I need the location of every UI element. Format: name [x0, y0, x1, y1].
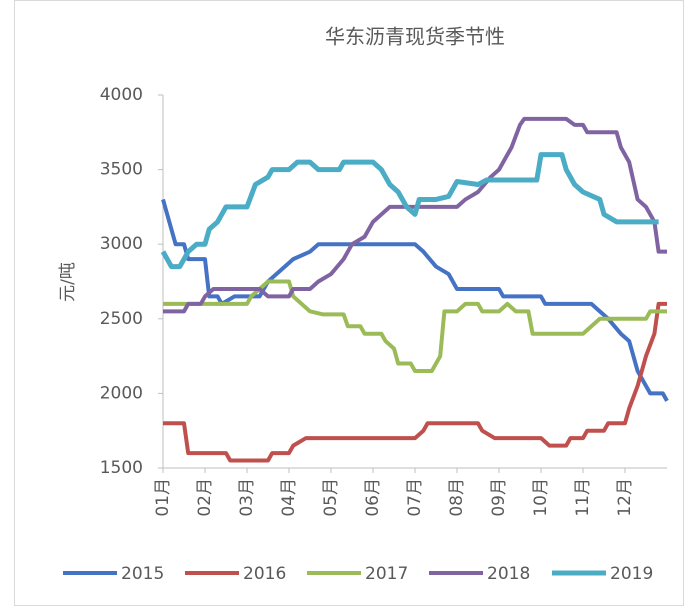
x-tick-label: 11月 — [573, 478, 593, 517]
x-tick-label: 03月 — [237, 478, 257, 517]
series-line — [163, 301, 667, 463]
y-tick-label: 2000 — [100, 383, 143, 403]
legend-label: 2018 — [487, 564, 530, 584]
x-tick-label: 10月 — [531, 478, 551, 517]
legend-label: 2015 — [121, 564, 164, 584]
x-tick-label: 09月 — [489, 478, 509, 517]
x-tick-label: 01月 — [153, 478, 173, 517]
legend-label: 2019 — [610, 564, 653, 584]
y-tick-label: 1500 — [100, 458, 143, 478]
y-tick-label: 3000 — [100, 234, 143, 254]
x-tick-label: 12月 — [615, 478, 635, 517]
series-line — [160, 152, 659, 270]
series-line — [163, 279, 667, 374]
y-tick-label: 4000 — [100, 85, 143, 105]
y-tick-label: 3500 — [100, 160, 143, 180]
x-tick-label: 06月 — [363, 478, 383, 517]
chart-title: 华东沥青现货季节性 — [325, 25, 505, 49]
legend-label: 2017 — [365, 564, 408, 584]
series-line — [161, 198, 669, 402]
series-line — [163, 116, 667, 314]
x-tick-label: 07月 — [405, 478, 425, 517]
x-tick-label: 02月 — [195, 478, 215, 517]
x-tick-label: 08月 — [447, 478, 467, 517]
x-tick-label: 04月 — [279, 478, 299, 517]
y-axis-label: 元/吨 — [58, 262, 78, 302]
y-tick-label: 2500 — [100, 309, 143, 329]
x-tick-label: 05月 — [321, 478, 341, 517]
legend-label: 2016 — [243, 564, 286, 584]
